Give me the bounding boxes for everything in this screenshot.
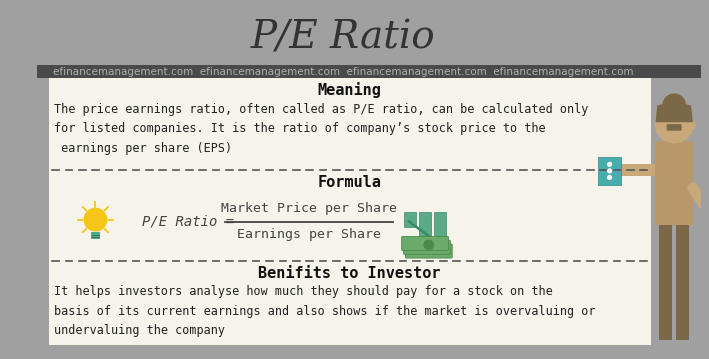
FancyBboxPatch shape xyxy=(403,240,450,254)
Circle shape xyxy=(687,122,695,130)
FancyBboxPatch shape xyxy=(666,124,681,131)
FancyBboxPatch shape xyxy=(402,237,449,251)
Text: It helps investors analyse how much they should pay for a stock on the
basis of : It helps investors analyse how much they… xyxy=(54,285,596,337)
FancyBboxPatch shape xyxy=(404,212,415,227)
Circle shape xyxy=(424,240,433,250)
FancyBboxPatch shape xyxy=(49,78,651,345)
FancyBboxPatch shape xyxy=(38,11,701,347)
FancyBboxPatch shape xyxy=(620,164,655,176)
Text: P/E Ratio: P/E Ratio xyxy=(250,19,435,56)
Text: Market Price per Share: Market Price per Share xyxy=(221,202,397,215)
FancyBboxPatch shape xyxy=(659,225,672,340)
Circle shape xyxy=(663,94,686,117)
Text: Earnings per Share: Earnings per Share xyxy=(237,228,381,241)
FancyBboxPatch shape xyxy=(598,157,621,185)
Circle shape xyxy=(608,176,611,180)
Circle shape xyxy=(655,106,693,143)
Text: Formula: Formula xyxy=(318,175,381,190)
FancyBboxPatch shape xyxy=(655,141,693,225)
FancyBboxPatch shape xyxy=(420,212,430,237)
Text: The price earnings ratio, often called as P/E ratio, can be calculated only
for : The price earnings ratio, often called a… xyxy=(54,103,588,155)
Text: Benifits to Investor: Benifits to Investor xyxy=(258,266,441,280)
FancyBboxPatch shape xyxy=(435,212,446,246)
Circle shape xyxy=(608,169,611,173)
FancyBboxPatch shape xyxy=(676,225,689,340)
Text: P/E Ratio =: P/E Ratio = xyxy=(143,215,235,229)
Text: efinancemanagement.com  efinancemanagement.com  efinancemanagement.com  efinance: efinancemanagement.com efinancemanagemen… xyxy=(52,67,633,77)
Polygon shape xyxy=(655,102,693,122)
Circle shape xyxy=(608,163,611,166)
Circle shape xyxy=(84,209,106,231)
FancyBboxPatch shape xyxy=(91,232,100,239)
FancyBboxPatch shape xyxy=(38,65,701,78)
FancyBboxPatch shape xyxy=(406,244,452,258)
Text: Meaning: Meaning xyxy=(318,83,381,98)
